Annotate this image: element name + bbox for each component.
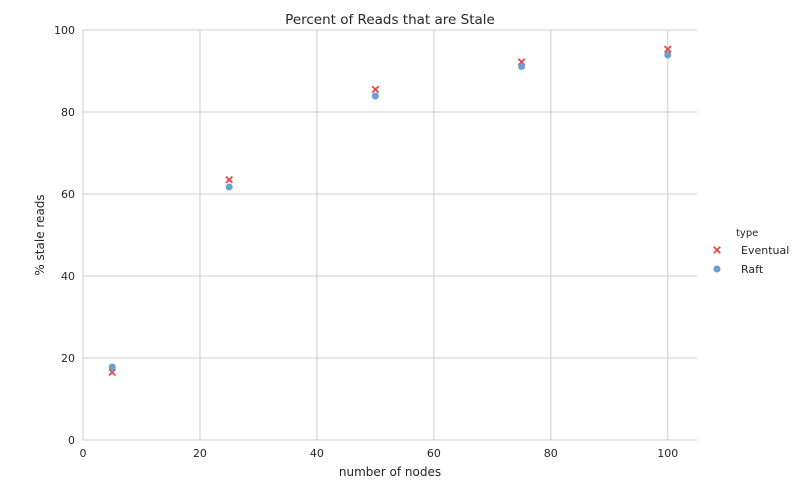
grid-lines: [83, 29, 697, 440]
eventual-point: [225, 175, 234, 184]
y-tick-label: 0: [68, 434, 75, 447]
eventual-point: [108, 368, 117, 377]
raft-point: [664, 51, 672, 59]
y-tick-label: 100: [54, 24, 75, 37]
eventual-point: [371, 85, 380, 94]
legend-marker-eventual: [713, 246, 721, 254]
y-tick-label: 80: [61, 106, 75, 119]
eventual-point: [663, 45, 672, 54]
legend-label-raft: Raft: [741, 263, 764, 276]
raft-point: [225, 183, 233, 191]
x-tick-label: 80: [544, 447, 558, 460]
legend: type Eventual Raft: [713, 228, 789, 276]
x-tick-label: 0: [80, 447, 87, 460]
y-tick-labels: 0 20 40 60 80 100: [54, 24, 75, 447]
chart-title: Percent of Reads that are Stale: [285, 12, 495, 28]
raft-point: [518, 62, 526, 70]
legend-label-eventual: Eventual: [741, 244, 789, 257]
legend-marker-raft: [713, 265, 721, 273]
raft-point: [108, 363, 116, 371]
x-tick-label: 40: [310, 447, 324, 460]
legend-title: type: [736, 228, 758, 239]
y-tick-label: 40: [61, 270, 75, 283]
x-tick-label: 20: [193, 447, 207, 460]
y-tick-label: 20: [61, 352, 75, 365]
y-tick-label: 60: [61, 188, 75, 201]
x-tick-labels: 0 20 40 60 80 100: [80, 447, 679, 460]
y-axis-label: % stale reads: [33, 194, 47, 275]
x-axis-label: number of nodes: [339, 465, 441, 479]
x-tick-label: 60: [427, 447, 441, 460]
data-points: [108, 45, 672, 377]
raft-point: [371, 92, 379, 100]
x-tick-label: 100: [657, 447, 678, 460]
